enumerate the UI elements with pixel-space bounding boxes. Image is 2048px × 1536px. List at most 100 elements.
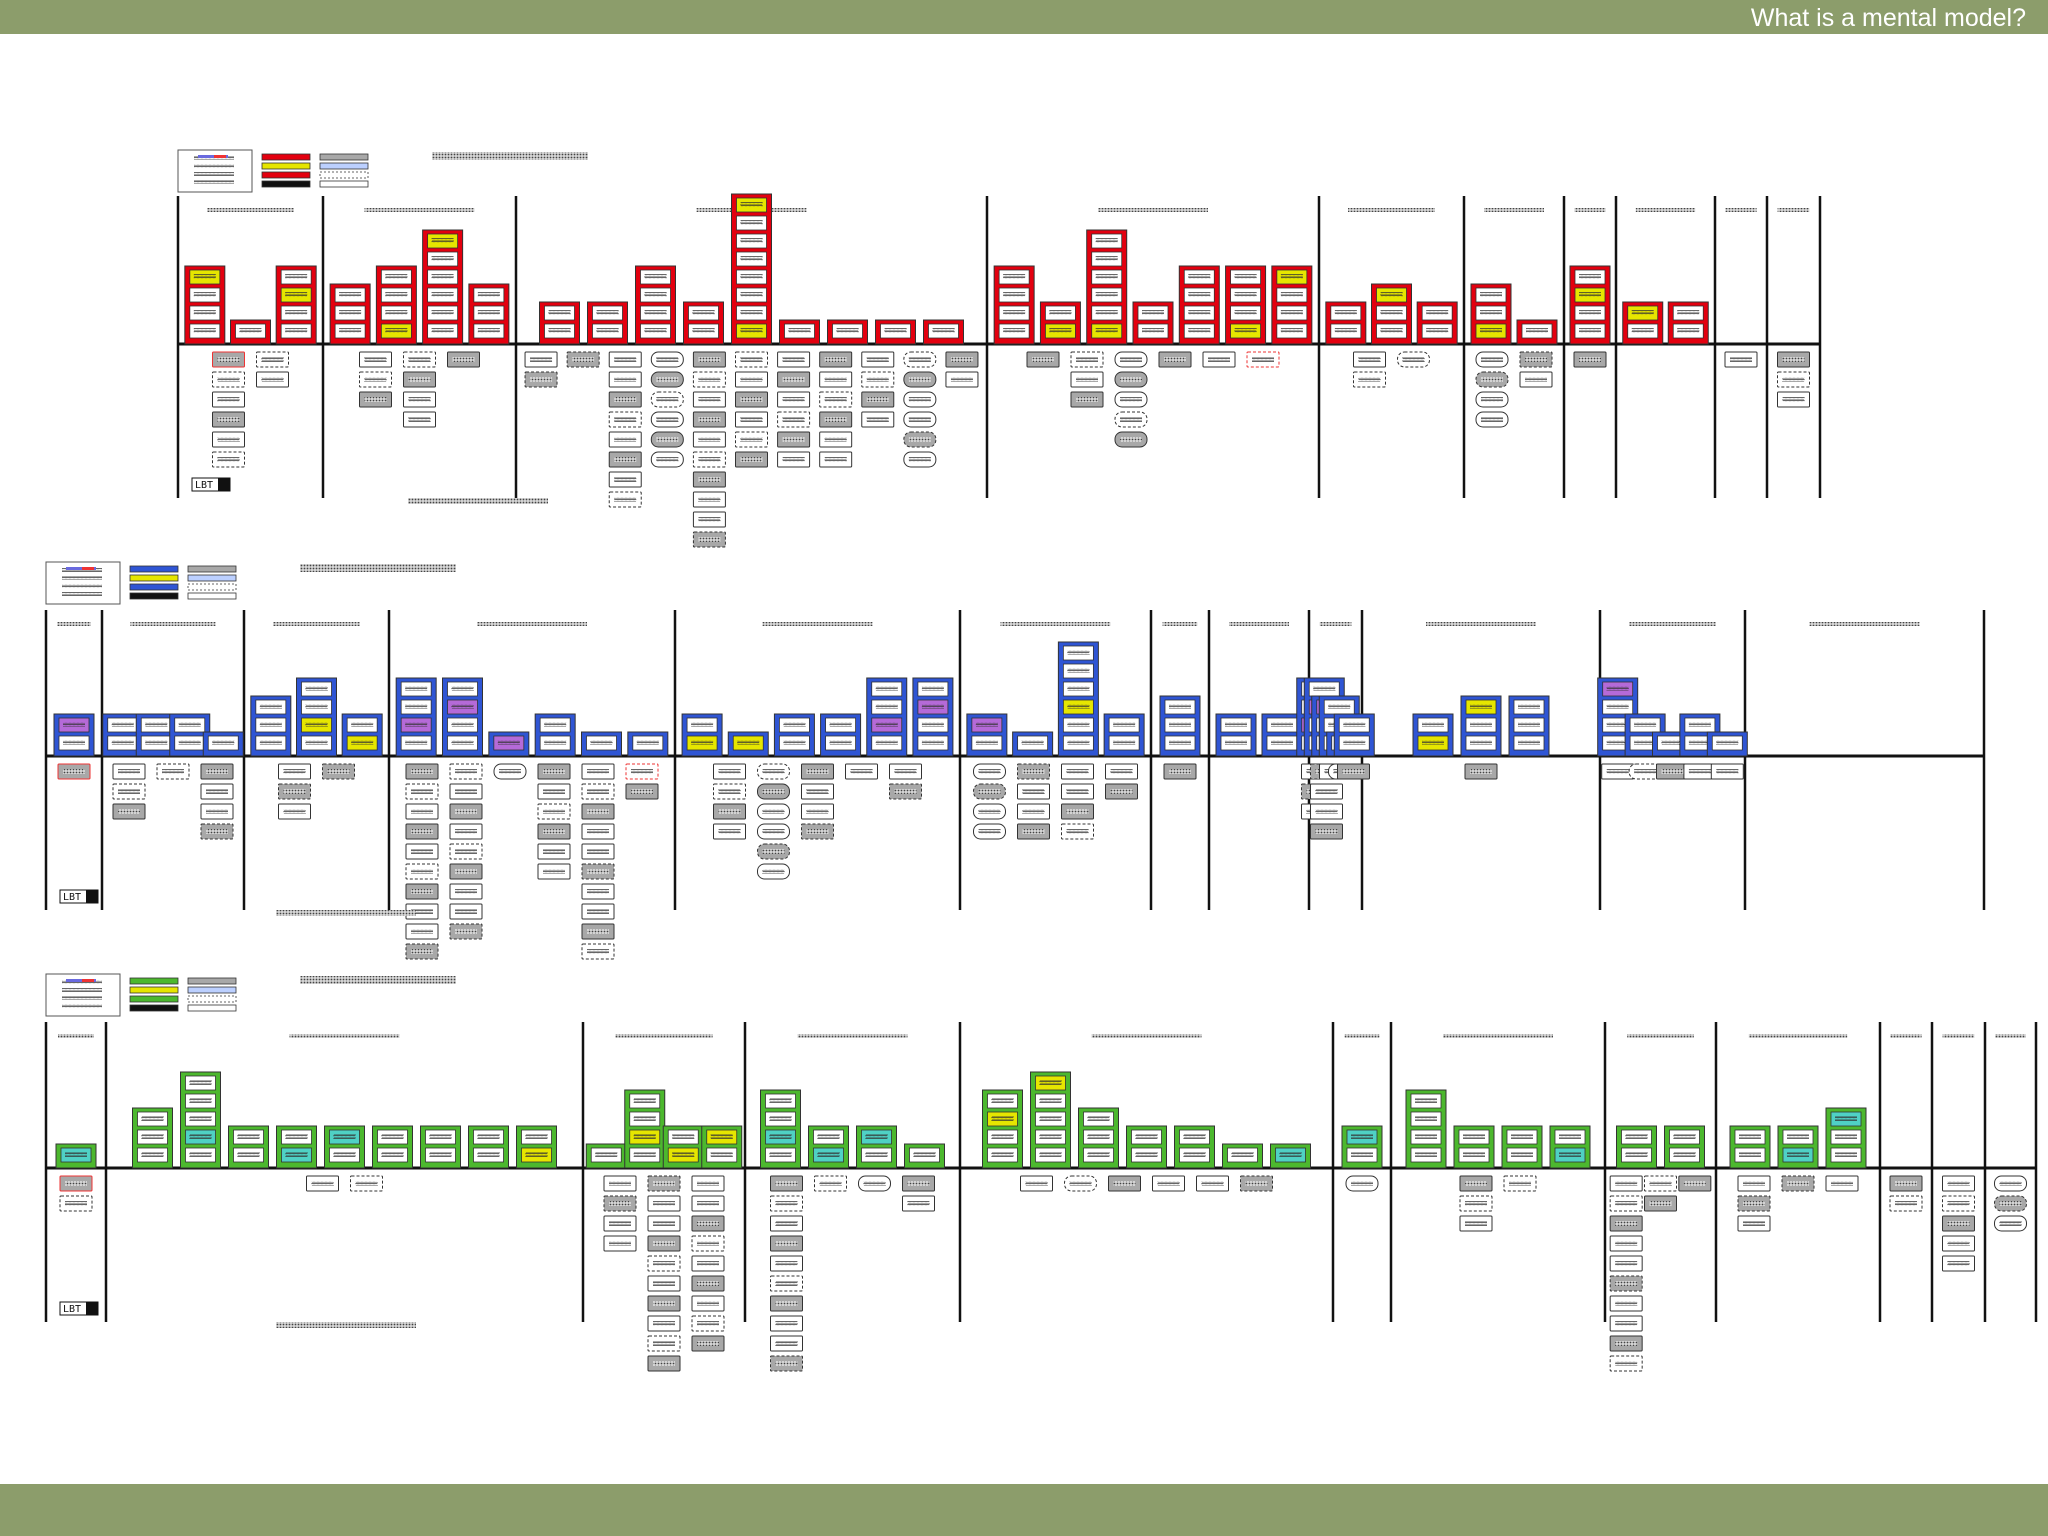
legend-key-swatch bbox=[187, 995, 237, 1003]
support-scribble bbox=[950, 377, 973, 382]
task-scribble bbox=[477, 292, 500, 297]
task-scribble bbox=[544, 740, 567, 745]
task-scribble bbox=[405, 740, 428, 745]
support-scribble bbox=[1787, 1181, 1809, 1186]
support-scribble bbox=[697, 1341, 719, 1346]
task-scribble bbox=[1271, 722, 1293, 727]
support-scribble bbox=[1999, 1181, 2022, 1186]
task-scribble bbox=[1470, 704, 1492, 709]
support-scribble bbox=[775, 1361, 798, 1366]
task-scribble bbox=[429, 1152, 452, 1157]
support-scribble bbox=[1509, 1181, 1531, 1186]
task-scribble bbox=[1003, 310, 1026, 315]
support-scribble bbox=[806, 769, 829, 774]
support-scribble bbox=[1342, 769, 1365, 774]
support-scribble bbox=[411, 829, 433, 834]
task-scribble bbox=[817, 1152, 840, 1157]
support-scribble bbox=[775, 1301, 798, 1306]
task-scribble bbox=[451, 740, 474, 745]
support-scribble bbox=[1022, 789, 1045, 794]
support-scribble bbox=[740, 457, 763, 462]
task-scribble bbox=[596, 328, 619, 333]
task-scribble bbox=[595, 1152, 618, 1157]
task-scribble bbox=[1351, 1134, 1373, 1139]
task-scribble bbox=[1480, 292, 1502, 297]
mental-space-heading bbox=[1091, 1034, 1202, 1038]
mental-space-heading bbox=[273, 622, 360, 626]
support-scribble bbox=[411, 869, 433, 874]
support-scribble bbox=[411, 889, 433, 894]
legend-swatch-red bbox=[82, 979, 94, 982]
task-scribble bbox=[1415, 1116, 1437, 1121]
task-scribble bbox=[1470, 740, 1492, 745]
task-scribble bbox=[178, 722, 201, 727]
support-scribble bbox=[411, 769, 433, 774]
task-scribble bbox=[1677, 310, 1700, 315]
legend-key-swatch bbox=[261, 180, 311, 188]
legend-title-bar bbox=[300, 564, 456, 572]
legend-scribble bbox=[194, 180, 234, 184]
support-scribble bbox=[206, 789, 228, 794]
mental-space-heading bbox=[1484, 208, 1544, 212]
support-scribble bbox=[1730, 357, 1752, 362]
support-scribble bbox=[697, 1301, 719, 1306]
task-scribble bbox=[769, 1134, 792, 1139]
task-scribble bbox=[111, 740, 134, 745]
support-scribble bbox=[698, 417, 721, 422]
task-scribble bbox=[193, 292, 216, 297]
task-scribble bbox=[405, 722, 428, 727]
support-scribble bbox=[697, 1201, 719, 1206]
support-scribble bbox=[587, 949, 609, 954]
task-scribble bbox=[865, 1134, 888, 1139]
support-scribble bbox=[1120, 437, 1142, 442]
task-scribble bbox=[178, 740, 201, 745]
mental-space-heading bbox=[477, 622, 587, 626]
legend-scribble bbox=[62, 576, 102, 580]
support-scribble bbox=[824, 357, 847, 362]
support-scribble bbox=[653, 1181, 675, 1186]
support-scribble bbox=[1066, 809, 1089, 814]
support-scribble bbox=[1201, 1181, 1224, 1186]
support-scribble bbox=[455, 769, 477, 774]
support-scribble bbox=[1895, 1201, 1917, 1206]
support-scribble bbox=[1351, 1181, 1373, 1186]
task-scribble bbox=[1631, 328, 1654, 333]
support-scribble bbox=[1947, 1241, 1970, 1246]
task-scribble bbox=[1625, 1152, 1648, 1157]
task-scribble bbox=[590, 740, 613, 745]
task-scribble bbox=[451, 686, 474, 691]
model-1: LBT bbox=[176, 149, 1822, 548]
support-scribble bbox=[1358, 357, 1381, 362]
task-scribble bbox=[1067, 668, 1090, 673]
support-scribble bbox=[698, 437, 721, 442]
support-scribble bbox=[1606, 769, 1629, 774]
task-scribble bbox=[1739, 1152, 1761, 1157]
task-scribble bbox=[193, 328, 216, 333]
support-scribble bbox=[866, 357, 889, 362]
legend-key-swatch bbox=[129, 574, 179, 582]
task-scribble bbox=[259, 740, 282, 745]
support-scribble bbox=[1947, 1181, 1970, 1186]
task-scribble bbox=[1688, 740, 1711, 745]
support-scribble bbox=[1076, 357, 1098, 362]
task-scribble bbox=[596, 310, 619, 315]
support-scribble bbox=[217, 437, 240, 442]
support-scribble bbox=[1947, 1221, 1970, 1226]
support-scribble bbox=[1315, 789, 1338, 794]
support-scribble bbox=[850, 769, 873, 774]
support-scribble bbox=[697, 1261, 719, 1266]
support-scribble bbox=[1120, 397, 1142, 402]
support-scribble bbox=[118, 789, 140, 794]
support-scribble bbox=[217, 377, 240, 382]
task-scribble bbox=[710, 1134, 733, 1139]
task-scribble bbox=[1422, 740, 1444, 745]
legend-key-swatch bbox=[129, 995, 179, 1003]
mental-space-heading bbox=[1162, 622, 1198, 626]
support-scribble bbox=[614, 477, 637, 482]
support-scribble bbox=[762, 829, 785, 834]
support-scribble bbox=[653, 1281, 675, 1286]
legend-key-swatch bbox=[187, 565, 237, 573]
support-scribble bbox=[775, 1221, 798, 1226]
task-scribble bbox=[1279, 1152, 1302, 1157]
